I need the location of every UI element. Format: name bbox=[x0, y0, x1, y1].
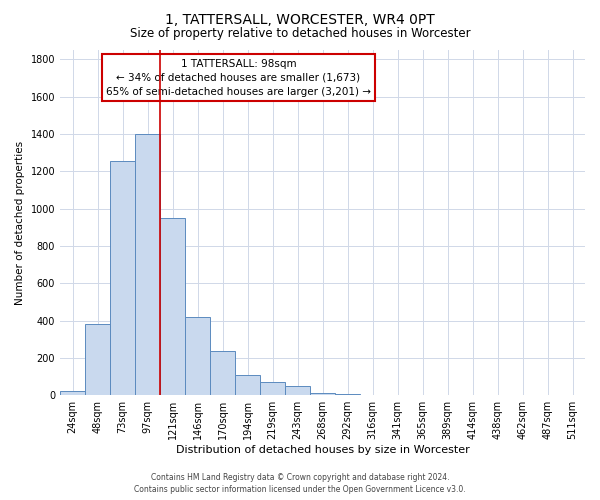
Bar bbox=[110, 161, 135, 395]
Bar bbox=[235, 374, 260, 395]
Bar bbox=[85, 324, 110, 395]
Bar bbox=[210, 352, 235, 395]
Bar bbox=[310, 394, 335, 395]
Bar bbox=[285, 386, 310, 395]
Bar bbox=[185, 317, 210, 395]
Bar bbox=[160, 218, 185, 395]
Bar bbox=[60, 390, 85, 395]
Bar bbox=[260, 382, 285, 395]
Bar bbox=[135, 134, 160, 395]
X-axis label: Distribution of detached houses by size in Worcester: Distribution of detached houses by size … bbox=[176, 445, 469, 455]
Text: 1 TATTERSALL: 98sqm
← 34% of detached houses are smaller (1,673)
65% of semi-det: 1 TATTERSALL: 98sqm ← 34% of detached ho… bbox=[106, 58, 371, 96]
Bar bbox=[335, 394, 360, 395]
Text: Contains HM Land Registry data © Crown copyright and database right 2024.
Contai: Contains HM Land Registry data © Crown c… bbox=[134, 472, 466, 494]
Text: Size of property relative to detached houses in Worcester: Size of property relative to detached ho… bbox=[130, 28, 470, 40]
Y-axis label: Number of detached properties: Number of detached properties bbox=[15, 140, 25, 304]
Text: 1, TATTERSALL, WORCESTER, WR4 0PT: 1, TATTERSALL, WORCESTER, WR4 0PT bbox=[165, 12, 435, 26]
